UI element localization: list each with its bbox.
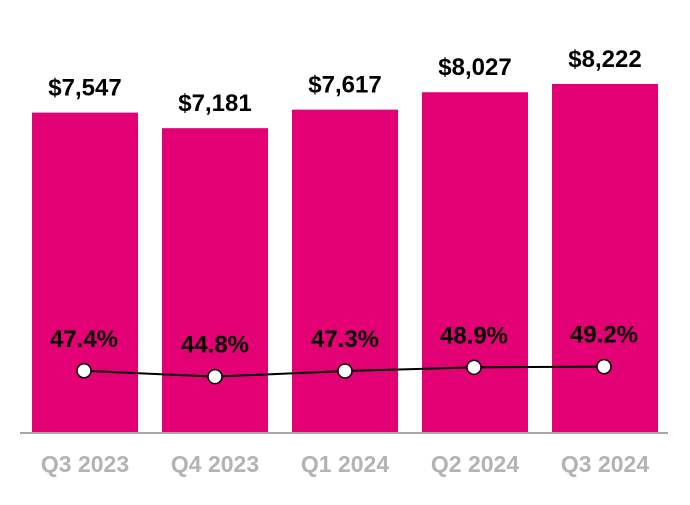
line-point (596, 358, 612, 375)
bar-value-label: $7,181 (178, 90, 251, 117)
bar (552, 83, 658, 433)
bar (422, 92, 528, 434)
x-tick-label: Q4 2023 (171, 451, 259, 477)
bar-value-label: $8,222 (568, 46, 641, 73)
line-value-label: 48.9% (440, 322, 508, 349)
line-point (337, 363, 353, 379)
x-tick-label: Q2 2024 (431, 451, 519, 477)
line-point (207, 368, 223, 385)
x-tick-label: Q1 2024 (301, 451, 389, 477)
bar-value-label: $7,547 (48, 75, 121, 102)
bar-value-label: $8,027 (438, 54, 511, 81)
line-value-label: 47.3% (311, 326, 379, 353)
bar (32, 112, 138, 434)
bar (292, 109, 398, 433)
line-value-label: 47.4% (50, 326, 118, 353)
bar (162, 128, 268, 433)
x-tick-label: Q3 2024 (561, 451, 649, 477)
line-point (466, 359, 482, 376)
bar-value-label: $7,617 (308, 72, 381, 99)
line-value-label: 44.8% (181, 332, 249, 359)
line-value-label: 49.2% (570, 322, 638, 349)
line-point (76, 363, 92, 379)
x-tick-label: Q3 2023 (41, 451, 129, 477)
